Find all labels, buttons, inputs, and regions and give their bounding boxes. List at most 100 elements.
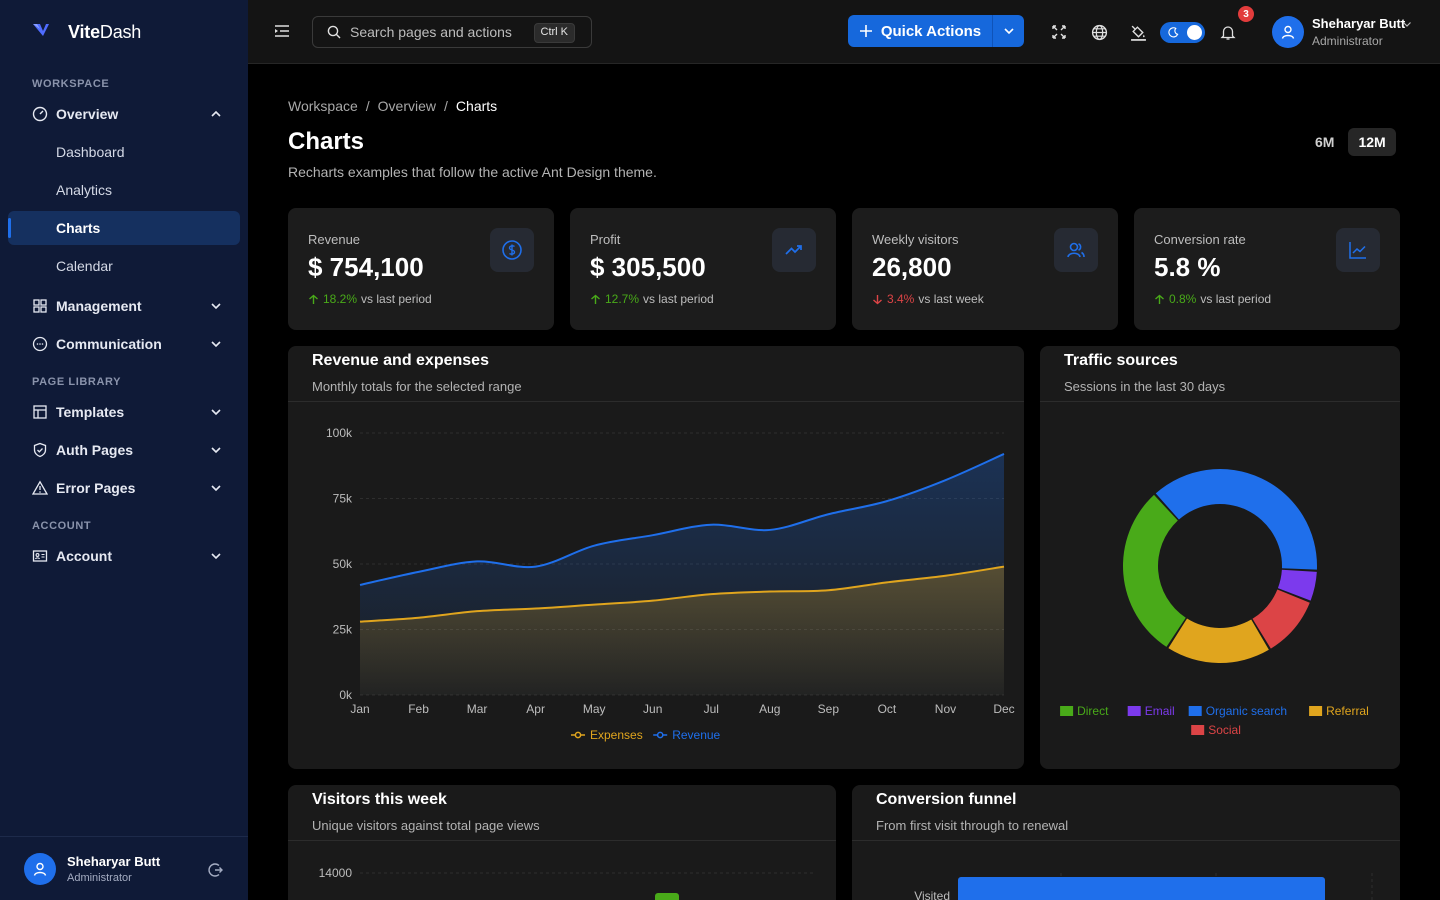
kpi-delta-note: vs last period	[361, 292, 432, 306]
chevron-down-icon	[211, 303, 221, 310]
top-header: Search pages and actions Ctrl K Quick Ac…	[248, 0, 1440, 64]
legend-swatch	[1060, 706, 1074, 716]
globe-icon[interactable]	[1090, 23, 1108, 41]
card-subtitle: From first visit through to renewal	[876, 818, 1069, 833]
sidebar-item-error-pages[interactable]: Error Pages	[8, 471, 240, 505]
kpi-value: 26,800	[872, 252, 952, 282]
logout-icon[interactable]	[208, 862, 224, 878]
revenue-expenses-card: Revenue and expenses Monthly totals for …	[288, 346, 1024, 769]
menu-fold-icon[interactable]	[274, 23, 290, 39]
chevron-down-icon	[211, 447, 221, 454]
search-input[interactable]: Search pages and actions Ctrl K	[312, 16, 592, 48]
legend-marker	[656, 731, 664, 739]
range-12m[interactable]: 12M	[1348, 128, 1396, 156]
chevron-down-icon[interactable]	[1402, 19, 1412, 29]
sidebar-item-analytics[interactable]: Analytics	[56, 182, 113, 198]
traffic-sources-card: Traffic sources Sessions in the last 30 …	[1040, 346, 1400, 769]
kpi-value: $ 305,500	[590, 252, 706, 282]
user-icon	[1281, 25, 1295, 39]
sidebar-item-charts[interactable]: Charts	[8, 211, 240, 245]
revenue-expenses-chart[interactable]: 0k 25k 50k 75k 100k Jan Feb Mar Apr May Jun Jul Aug S…	[288, 346, 1024, 769]
page-subtitle: Recharts examples that follow the active…	[288, 164, 657, 180]
sidebar-item-calendar[interactable]: Calendar	[56, 258, 113, 274]
sidebar-item-label: Overview	[56, 106, 119, 122]
card-title: Visitors this week	[312, 791, 447, 808]
search-icon	[327, 25, 341, 39]
sidebar-item-templates[interactable]: Templates	[8, 395, 240, 429]
arrow-up-icon	[1155, 294, 1164, 304]
quick-actions-label: Quick Actions	[880, 22, 982, 40]
plus-icon	[859, 25, 872, 37]
line-expenses	[359, 565, 1005, 623]
x-tick-label: Feb	[408, 702, 429, 716]
card-divider	[288, 401, 1024, 402]
kpi-card-conversion-rate: Conversion rate 5.8 % 0.8% vs last perio…	[1134, 208, 1400, 330]
slice-social	[1252, 589, 1310, 649]
card-title: Conversion funnel	[876, 791, 1017, 808]
arrow-down-icon	[873, 294, 882, 304]
avatar[interactable]	[1272, 16, 1304, 48]
sidebar-item-account[interactable]: Account	[8, 539, 240, 573]
kpi-delta-value: 0.8%	[1169, 292, 1197, 306]
y-tick-label: 0k	[339, 688, 353, 702]
sidebar-item-label: Error Pages	[56, 480, 136, 496]
y-tick-label: 25k	[333, 623, 353, 637]
visitors-week-card: Visitors this week Unique visitors again…	[288, 785, 836, 900]
legend-label: Email	[1145, 704, 1175, 718]
brand-name: ViteDash	[68, 21, 142, 42]
x-tick-label: Jun	[643, 702, 662, 716]
search-placeholder: Search pages and actions	[350, 24, 512, 40]
kpi-delta: 0.8% vs last period	[1154, 292, 1271, 306]
breadcrumb-overview[interactable]: Overview	[377, 98, 437, 114]
chevron-down-icon	[211, 485, 221, 492]
kpi-label: Revenue	[308, 232, 361, 247]
quick-actions-button[interactable]: Quick Actions	[848, 15, 1024, 47]
sidebar-item-communication[interactable]: Communication	[8, 327, 240, 361]
legend-marker	[574, 731, 582, 739]
conversion-funnel-chart[interactable]: Visited	[852, 785, 1400, 900]
kpi-delta-note: vs last period	[1200, 292, 1272, 306]
sidebar-item-management[interactable]: Management	[8, 289, 240, 323]
chat-icon	[32, 336, 48, 352]
kpi-delta-value: 12.7%	[605, 292, 640, 306]
toggle-knob	[1187, 25, 1202, 40]
dark-mode-toggle[interactable]	[1160, 22, 1205, 43]
chevron-down-icon	[211, 553, 221, 560]
x-tick-label: Aug	[759, 702, 780, 716]
card-subtitle: Sessions in the last 30 days	[1064, 379, 1226, 394]
range-segmented: 6M 12M	[1305, 128, 1396, 156]
y-tick-label: 50k	[333, 557, 353, 571]
brand[interactable]: ViteDash	[32, 20, 141, 44]
sidebar-item-label: Auth Pages	[56, 442, 134, 458]
header-user-role: Administrator	[1312, 34, 1383, 48]
bell-icon[interactable]	[1219, 23, 1237, 41]
x-tick-label: Dec	[993, 702, 1014, 716]
funnel-bar-visited	[958, 877, 1325, 900]
legend-swatch	[1127, 706, 1141, 716]
page-title: Charts	[288, 128, 365, 155]
sidebar-item-auth-pages[interactable]: Auth Pages	[8, 433, 240, 467]
card-subtitle: Unique visitors against total page views	[312, 818, 540, 833]
theme-paint-icon[interactable]	[1129, 23, 1147, 41]
card-title: Traffic sources	[1064, 352, 1178, 369]
breadcrumb: Workspace / Overview / Charts	[288, 98, 497, 114]
sidebar: ViteDash WORKSPACE Overview Dashboard An…	[0, 0, 248, 900]
sidebar-item-dashboard[interactable]: Dashboard	[56, 144, 125, 160]
range-6m[interactable]: 6M	[1315, 134, 1335, 150]
fullscreen-icon[interactable]	[1050, 23, 1068, 41]
quick-actions-main[interactable]: Quick Actions	[848, 15, 992, 47]
quick-actions-dropdown[interactable]	[993, 15, 1024, 47]
traffic-sources-chart[interactable]: Direct Email Organic search Referral Social	[1040, 346, 1400, 769]
avatar[interactable]	[24, 853, 56, 885]
kpi-delta-value: 18.2%	[323, 292, 358, 306]
visitors-week-chart[interactable]: 14000	[288, 785, 836, 900]
card-divider	[852, 840, 1400, 841]
line-revenue	[359, 453, 1005, 586]
sidebar-item-overview[interactable]: Overview	[8, 97, 240, 131]
breadcrumb-workspace[interactable]: Workspace	[288, 98, 358, 114]
chevron-down-icon	[211, 341, 221, 348]
logo-icon	[32, 23, 50, 42]
header-user-name[interactable]: Sheharyar Butt	[1312, 16, 1406, 31]
y-tick-label: 75k	[333, 492, 353, 506]
